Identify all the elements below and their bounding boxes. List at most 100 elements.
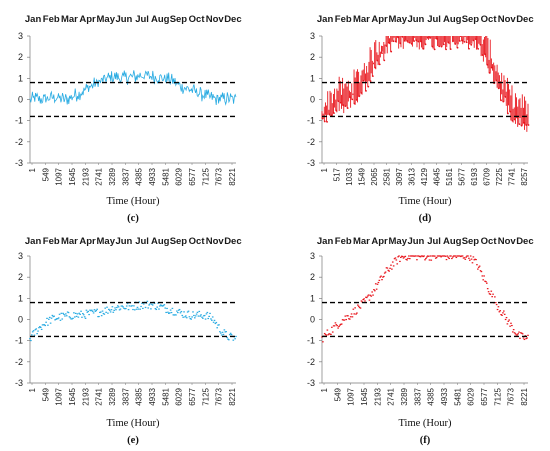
series-point bbox=[159, 305, 161, 307]
series-point bbox=[519, 337, 521, 339]
series-point bbox=[385, 267, 388, 269]
series-point bbox=[486, 288, 489, 290]
series-point bbox=[198, 310, 201, 313]
series-point bbox=[429, 255, 432, 257]
series-point bbox=[365, 296, 368, 299]
series-point bbox=[162, 305, 165, 307]
series-point bbox=[331, 326, 333, 328]
series-point bbox=[80, 310, 82, 312]
x-tick-label: 4385 bbox=[135, 387, 144, 405]
series-point bbox=[176, 310, 178, 312]
series-point bbox=[322, 341, 324, 343]
x-tick-label: 7673 bbox=[215, 167, 224, 185]
series-point bbox=[444, 255, 447, 257]
series-point bbox=[435, 256, 438, 259]
series-point bbox=[367, 294, 370, 296]
series-point bbox=[130, 305, 133, 307]
series-point bbox=[144, 306, 147, 309]
series-point bbox=[331, 331, 334, 333]
series-point bbox=[407, 257, 409, 260]
series-point bbox=[450, 255, 452, 257]
series-point bbox=[73, 312, 75, 314]
y-tick-label: 2 bbox=[310, 272, 315, 282]
series-point bbox=[494, 302, 497, 304]
x-tick-label: 517 bbox=[333, 167, 342, 181]
series-point bbox=[457, 255, 459, 257]
series-point bbox=[54, 319, 56, 321]
series-point bbox=[161, 305, 164, 307]
series-point bbox=[96, 308, 98, 310]
series-point bbox=[224, 331, 227, 333]
series-point bbox=[511, 324, 513, 327]
series-point bbox=[391, 261, 394, 263]
y-tick-label: 1 bbox=[18, 73, 23, 83]
month-label: Apr bbox=[371, 236, 388, 247]
series-point bbox=[405, 258, 407, 261]
series-point bbox=[64, 315, 66, 317]
x-tick-label: 3837 bbox=[121, 167, 130, 185]
series-point bbox=[193, 314, 195, 317]
series-point bbox=[164, 307, 167, 309]
month-label: Mar bbox=[353, 14, 370, 25]
series-point bbox=[183, 311, 185, 313]
series-point bbox=[484, 280, 486, 282]
series-point bbox=[420, 255, 423, 257]
series-point bbox=[48, 318, 50, 320]
series-point bbox=[115, 309, 117, 311]
series-point bbox=[100, 315, 103, 317]
series-point bbox=[345, 318, 347, 321]
series-point bbox=[128, 305, 131, 307]
series-point bbox=[447, 256, 450, 258]
series-point bbox=[51, 314, 54, 317]
x-tick-label: 7673 bbox=[215, 387, 224, 405]
y-tick-label: 2 bbox=[310, 52, 315, 62]
series-point bbox=[72, 317, 74, 319]
panel-label: (c) bbox=[127, 213, 139, 224]
series-point bbox=[215, 321, 218, 324]
series-point bbox=[507, 320, 510, 322]
y-tick-label: -1 bbox=[15, 336, 23, 346]
series-point bbox=[348, 318, 351, 320]
series-point bbox=[325, 334, 328, 336]
y-tick-label: 1 bbox=[310, 293, 315, 303]
series-point bbox=[78, 312, 81, 314]
series-point bbox=[518, 123, 521, 126]
series-point bbox=[371, 75, 374, 77]
x-tick-label: 8221 bbox=[520, 387, 529, 405]
series-point bbox=[368, 299, 371, 301]
x-tick-label: 8221 bbox=[228, 387, 237, 405]
series-point bbox=[102, 312, 105, 315]
series-point bbox=[165, 311, 167, 314]
series-point bbox=[171, 307, 174, 310]
series-point bbox=[356, 312, 358, 314]
series-point bbox=[42, 324, 45, 326]
series-point bbox=[104, 307, 107, 309]
x-tick-label: 3097 bbox=[395, 167, 404, 185]
x-tick-label: 3837 bbox=[413, 387, 422, 405]
series-point bbox=[451, 256, 454, 258]
series-point bbox=[70, 318, 72, 320]
series-point bbox=[47, 324, 49, 326]
month-label: Oct bbox=[481, 14, 498, 25]
series-point bbox=[213, 319, 216, 321]
series-point bbox=[521, 333, 524, 335]
month-label: Dec bbox=[224, 14, 241, 25]
series-point bbox=[98, 315, 100, 318]
series-point bbox=[220, 334, 223, 336]
series-point bbox=[170, 311, 173, 314]
month-label: Jul bbox=[135, 14, 149, 25]
x-tick-label: 6709 bbox=[483, 167, 492, 185]
series-point bbox=[411, 255, 414, 257]
series-point bbox=[364, 300, 366, 302]
series-point bbox=[518, 331, 520, 333]
series-point bbox=[488, 293, 491, 295]
series-point bbox=[468, 257, 470, 259]
series-point bbox=[52, 316, 55, 318]
series-point bbox=[235, 335, 237, 338]
series-point bbox=[65, 313, 67, 315]
series-point bbox=[463, 40, 466, 43]
series-point bbox=[142, 303, 145, 305]
series-point bbox=[149, 303, 151, 305]
series-point bbox=[108, 309, 111, 311]
y-tick-label: -2 bbox=[307, 137, 315, 147]
